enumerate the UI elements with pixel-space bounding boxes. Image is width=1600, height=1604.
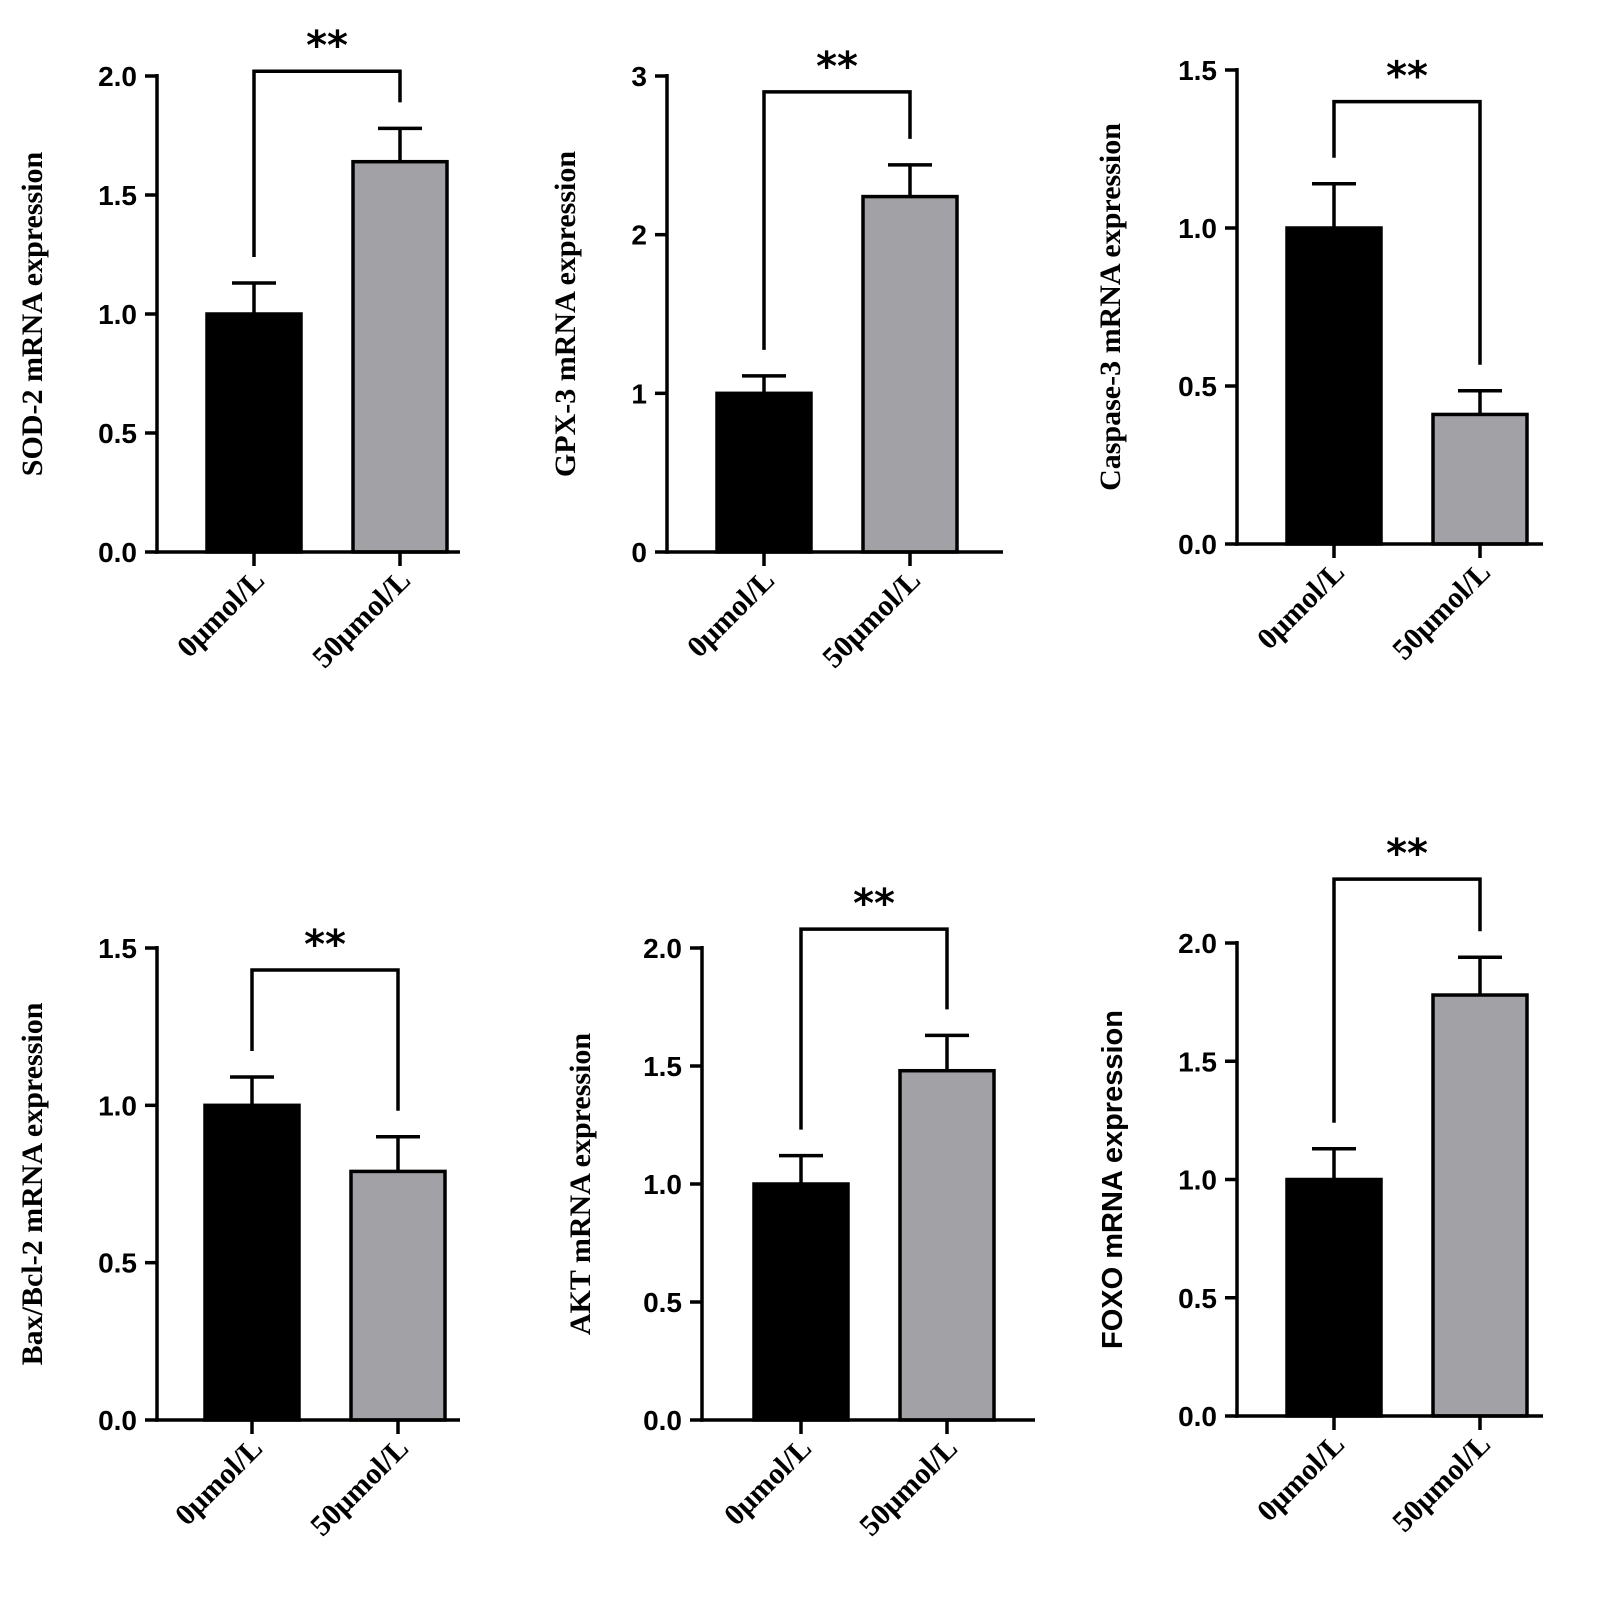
bar-treated xyxy=(1431,993,1529,1418)
category-label: 50μmol/L xyxy=(816,564,927,675)
y-tick-label: 0.5 xyxy=(98,418,137,449)
significance-label: ** xyxy=(853,881,895,927)
bar-control xyxy=(1285,1177,1383,1418)
y-tick-label: 2.0 xyxy=(643,933,682,964)
chart-panel-5: 0.0 0.5 1.0 1.5 2.0 0μmol/L 50μmol/L AKT mRNA e… xyxy=(564,881,1035,1542)
y-tick-label: 1.5 xyxy=(98,933,137,964)
chart-panel-6: 0.0 0.5 1.0 1.5 2.0 0μmol/L 50μmol/L FOXO mRNA … xyxy=(1097,831,1543,1538)
category-label: 0μmol/L xyxy=(1251,1428,1351,1528)
y-tick-label: 2 xyxy=(631,220,647,251)
significance-label: ** xyxy=(304,922,346,968)
y-tick-label: 3 xyxy=(631,61,647,92)
category-label: 0μmol/L xyxy=(681,564,781,664)
bar-treated xyxy=(351,159,449,554)
significance-bracket xyxy=(762,90,912,350)
y-tick-label: 1.5 xyxy=(1178,55,1217,86)
y-tick-label: 1.5 xyxy=(643,1051,682,1082)
y-tick-label: 1.0 xyxy=(98,299,137,330)
chart-panel-1: 0.0 0.5 1.0 1.5 2.0 0μmol/L 50μmol/L SOD-2 mRNA… xyxy=(16,23,460,674)
bar-treated xyxy=(349,1169,447,1422)
y-tick-label: 2.0 xyxy=(1178,928,1217,959)
y-axis-title: Bax/Bcl-2 mRNA expression xyxy=(16,1002,49,1365)
significance-bracket xyxy=(1332,877,1482,1123)
y-axis-title: SOD-2 mRNA expression xyxy=(16,151,49,476)
chart-panel-2: 0 1 2 3 0μmol/L 50μmol/L GPX-3 mRNA expression… xyxy=(549,44,1003,675)
category-label: 50μmol/L xyxy=(306,564,417,675)
bar-treated xyxy=(1431,412,1529,546)
chart-panel-4: 0.0 0.5 1.0 1.5 0μmol/L 50μmol/L Bax/Bcl-2 mRN… xyxy=(16,922,460,1542)
significance-label: ** xyxy=(1386,54,1428,100)
y-tick-label: 1.0 xyxy=(1178,213,1217,244)
category-label: 50μmol/L xyxy=(304,1432,415,1543)
y-tick-label: 0.5 xyxy=(98,1248,137,1279)
y-tick-label: 1.0 xyxy=(643,1169,682,1200)
category-label: 50μmol/L xyxy=(1386,1428,1497,1539)
y-tick-label: 1.5 xyxy=(1178,1046,1217,1077)
significance-bracket xyxy=(252,69,402,258)
y-axis-title: FOXO mRNA expression xyxy=(1097,1010,1129,1349)
category-label: 0μmol/L xyxy=(1251,556,1351,656)
y-tick-label: 1.0 xyxy=(98,1090,137,1121)
y-tick-label: 0.5 xyxy=(1178,1283,1217,1314)
y-tick-label: 1.5 xyxy=(98,180,137,211)
bar-control xyxy=(1285,226,1383,546)
y-tick-label: 0.0 xyxy=(98,537,137,568)
bar-treated xyxy=(861,194,959,554)
significance-bracket xyxy=(799,927,949,1130)
category-label: 0μmol/L xyxy=(169,1432,269,1532)
category-label: 50μmol/L xyxy=(853,1432,964,1543)
bar-control xyxy=(205,312,303,554)
y-tick-label: 0.0 xyxy=(1178,1401,1217,1432)
significance-label: ** xyxy=(816,44,858,90)
bar-control xyxy=(715,391,813,554)
y-tick-label: 0.0 xyxy=(98,1405,137,1436)
y-tick-label: 0.5 xyxy=(643,1287,682,1318)
bar-treated xyxy=(898,1068,996,1422)
y-tick-label: 0.0 xyxy=(1178,529,1217,560)
category-label: 0μmol/L xyxy=(171,564,271,664)
bar-control xyxy=(752,1182,850,1422)
category-label: 50μmol/L xyxy=(1386,556,1497,667)
significance-bracket xyxy=(250,968,400,1111)
y-tick-label: 0 xyxy=(631,537,647,568)
chart-panel-3: 0.0 0.5 1.0 1.5 0μmol/L 50μmol/L Caspase-3 mRN… xyxy=(1094,54,1543,667)
y-tick-label: 0.0 xyxy=(643,1405,682,1436)
y-axis-title: AKT mRNA expression xyxy=(564,1033,597,1336)
significance-label: ** xyxy=(306,23,348,69)
y-axis-title: GPX-3 mRNA expression xyxy=(549,151,582,477)
significance-bracket xyxy=(1332,99,1482,365)
y-tick-label: 2.0 xyxy=(98,61,137,92)
y-tick-label: 0.5 xyxy=(1178,371,1217,402)
category-label: 0μmol/L xyxy=(718,1432,818,1532)
y-tick-label: 1.0 xyxy=(1178,1165,1217,1196)
significance-label: ** xyxy=(1386,831,1428,877)
y-tick-label: 1 xyxy=(631,378,647,409)
y-axis-title: Caspase-3 mRNA expression xyxy=(1094,123,1127,491)
bar-control xyxy=(203,1103,301,1422)
